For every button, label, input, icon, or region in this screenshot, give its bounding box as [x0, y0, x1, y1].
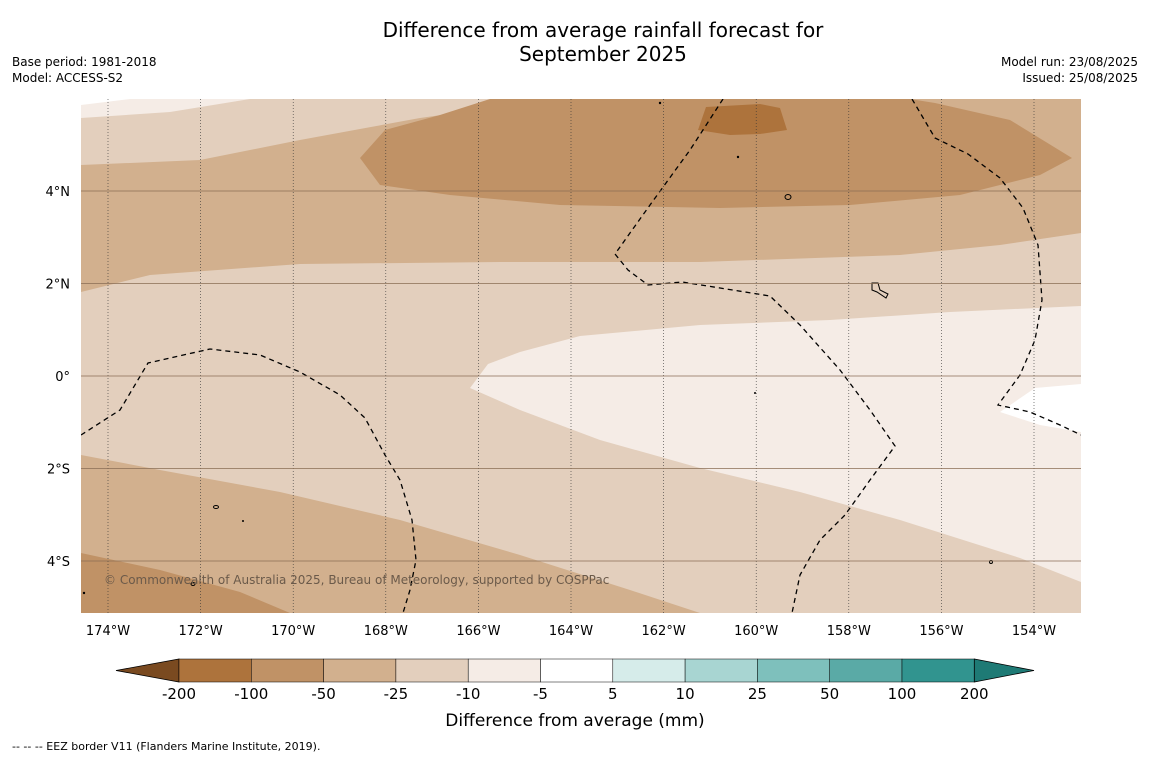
longitude-label: 162°W [642, 624, 686, 639]
map-title-line-1: Difference from average rainfall forecas… [382, 18, 824, 42]
longitude-label: 160°W [734, 624, 778, 639]
island [658, 101, 662, 105]
colorbar-extend-high [973, 658, 1035, 683]
band-nw-minus5-minus10 [81, 99, 250, 118]
longitude-label: 170°W [271, 624, 315, 639]
colorbar-tick-label: -200 [162, 685, 196, 703]
longitude-labels: 174°W 172°W 170°W 168°W 166°W 164°W 162°W 160°W… [86, 624, 1056, 639]
footer-note: -- -- -- EEZ border V11 (Flanders Marine… [12, 740, 321, 753]
colorbar-tick-label: 10 [676, 685, 695, 703]
colorbar-tick-label: -100 [234, 685, 268, 703]
latitude-label: 0° [55, 370, 70, 385]
band-nw-white [81, 99, 130, 105]
band-east-minus5-minus10 [470, 306, 1081, 582]
colorbar-label: Difference from average (mm) [445, 711, 704, 731]
island [784, 194, 792, 200]
rainfall-contours [81, 99, 1081, 613]
latitude-labels: 4°N 2°N 0° 2°S 4°S [46, 185, 71, 570]
eez-borders [81, 99, 1081, 613]
colorbar-extend-low [115, 658, 180, 683]
island [754, 392, 756, 394]
band-north-minus100-minus200 [698, 104, 787, 135]
colorbar-tick-label: -5 [533, 685, 548, 703]
colorbar-segment [178, 658, 252, 683]
colorbar-segment [540, 658, 614, 683]
island [82, 591, 86, 595]
longitude-label: 154°W [1012, 624, 1056, 639]
colorbar-tick-label: 200 [960, 685, 989, 703]
longitude-label: 164°W [549, 624, 593, 639]
map-title-line-2: September 2025 [519, 42, 687, 66]
latitude-label: 4°N [46, 185, 71, 200]
map-title: Difference from average rainfall forecas… [0, 18, 1150, 66]
colorbar-segment [612, 658, 686, 683]
longitude-label: 168°W [364, 624, 408, 639]
island-dots [82, 101, 756, 595]
issued-date: Issued: 25/08/2025 [1022, 71, 1138, 85]
longitude-label: 156°W [919, 624, 963, 639]
colorbar-tick-label: 25 [748, 685, 767, 703]
meta-left: Base period: 1981-2018 Model: ACCESS-S2 [12, 54, 157, 86]
meta-right: Model run: 23/08/2025 Issued: 25/08/2025 [1001, 54, 1138, 86]
colorbar-tick-label: 50 [820, 685, 839, 703]
colorbar-segment [395, 658, 469, 683]
longitude-label: 174°W [86, 624, 130, 639]
colorbar-tick-label: 100 [888, 685, 917, 703]
longitude-label: 166°W [456, 624, 500, 639]
band-north-minus50-minus100 [360, 99, 1072, 208]
colorbar-tick-label: -10 [456, 685, 481, 703]
island [989, 560, 993, 564]
colorbar-tick-label: 5 [608, 685, 618, 703]
island [242, 520, 244, 522]
latitude-label: 4°S [47, 555, 70, 570]
colorbar-segment [757, 658, 830, 683]
colorbar-tick-label: -50 [311, 685, 336, 703]
longitude-label: 172°W [179, 624, 223, 639]
island [213, 505, 219, 509]
model-name: Model: ACCESS-S2 [12, 71, 124, 85]
eez-border-central [614, 99, 896, 613]
longitude-label: 158°W [827, 624, 871, 639]
island [190, 582, 196, 586]
colorbar-segment [251, 658, 324, 683]
colorbar-segment [829, 658, 903, 683]
colorbar-segment [901, 658, 975, 683]
model-run: Model run: 23/08/2025 [1000, 55, 1138, 69]
copyright-text: © Commonwealth of Australia 2025, Bureau… [104, 573, 609, 587]
islands [190, 194, 993, 586]
island [871, 282, 889, 299]
band-south-minus50-minus100 [81, 553, 290, 613]
colorbar-tick-label: -25 [384, 685, 409, 703]
latitude-label: 2°S [47, 463, 70, 478]
colorbar: -200 -100 -50 -25 -10 -5 5 10 25 50 100 200 [115, 658, 1035, 703]
colorbar-segment [467, 658, 541, 683]
colorbar-segment [684, 658, 758, 683]
band-east-near-zero [1000, 384, 1081, 432]
eez-border-east [911, 99, 1081, 436]
colorbar-segment [323, 658, 397, 683]
island [736, 155, 740, 159]
base-period: Base period: 1981-2018 [12, 55, 157, 69]
eez-border-west [81, 348, 417, 613]
band-south-minus25-minus50 [81, 455, 700, 613]
map-gridlines [81, 99, 1081, 613]
latitude-label: 2°N [46, 278, 71, 293]
